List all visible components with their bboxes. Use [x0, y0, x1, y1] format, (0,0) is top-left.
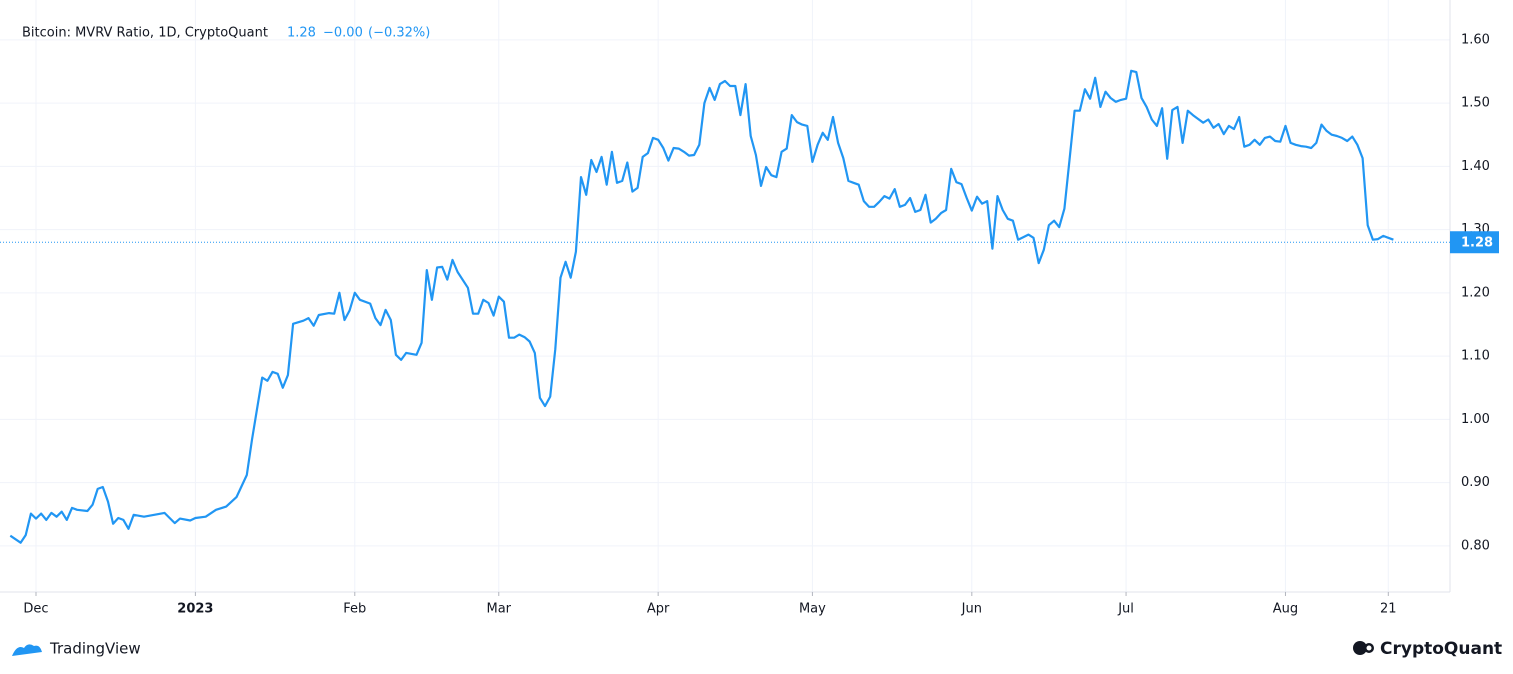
- x-tick-label: Feb: [343, 602, 366, 617]
- last-value-badge-label: 1.28: [1461, 236, 1493, 251]
- last-value-badge: [1450, 231, 1499, 254]
- x-tick-label: Aug: [1273, 602, 1298, 617]
- change-percent: (−0.32%): [368, 26, 430, 41]
- x-tick-label: Jul: [1117, 602, 1134, 617]
- x-tick-label: May: [799, 602, 826, 617]
- y-tick-label: 1.00: [1461, 412, 1490, 427]
- grid: [0, 0, 1450, 592]
- brand-left: TradingView: [49, 640, 141, 658]
- y-tick-label: 1.20: [1461, 285, 1490, 300]
- y-tick-label: 1.60: [1461, 32, 1490, 47]
- x-tick-label: Mar: [486, 602, 511, 617]
- y-tick-label: 1.10: [1461, 349, 1490, 364]
- tradingview-logo: [12, 644, 42, 656]
- y-tick-label: 1.50: [1461, 96, 1490, 111]
- brand-right: CryptoQuant: [1380, 639, 1502, 659]
- x-tick-label: Apr: [647, 602, 670, 617]
- change: −0.00: [323, 26, 363, 41]
- cryptoquant-logo: [1353, 641, 1374, 655]
- chart-title: Bitcoin: MVRV Ratio, 1D, CryptoQuant: [22, 26, 268, 41]
- last-value: 1.28: [287, 26, 316, 41]
- y-tick-label: 0.80: [1461, 538, 1490, 553]
- y-tick-label: 1.40: [1461, 159, 1490, 174]
- line-series: [9, 69, 1394, 544]
- x-tick-label: 21: [1380, 602, 1397, 617]
- y-tick-label: 0.90: [1461, 475, 1490, 490]
- x-tick-label: Dec: [23, 602, 48, 617]
- x-tick-label: 2023: [177, 602, 213, 617]
- x-tick-label: Jun: [961, 602, 982, 617]
